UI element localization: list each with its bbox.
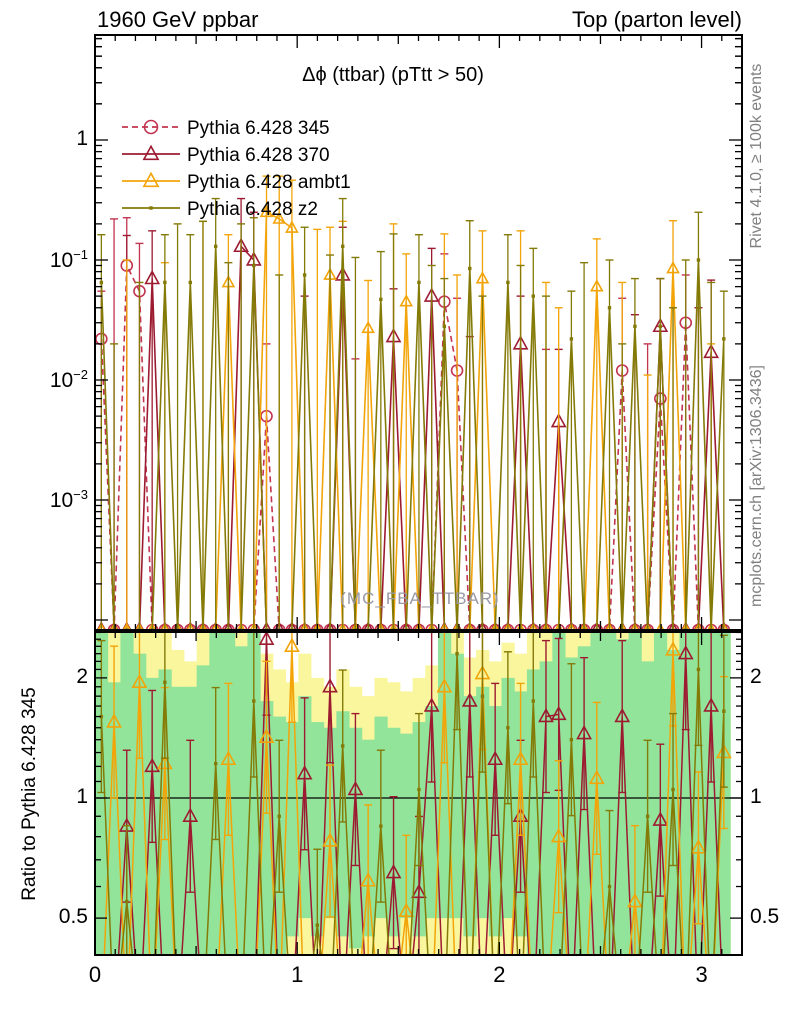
x-tick-label: 0 <box>88 962 102 987</box>
x-tick-label: 2 <box>493 962 506 987</box>
ratio-y-tick-label-left: 2 <box>76 664 88 688</box>
ratio-series-ambt1 <box>103 632 732 955</box>
main-y-tick-label: 10−3 <box>49 487 88 512</box>
plot-title: Δϕ (ttbar) (pTtt > 50) <box>302 64 484 86</box>
ratio-y-tick-label-right: 1 <box>750 785 762 808</box>
legend-label-ambt1: Pythia 6.428 ambt1 <box>187 172 351 193</box>
main-panel-frame <box>94 34 743 631</box>
main-y-tick-label: 1 <box>76 127 88 150</box>
ratio-series-z2 <box>97 632 728 955</box>
ratio-y-tick-label-left: 1 <box>76 785 88 808</box>
main-y-tick-label: 10−1 <box>49 247 88 272</box>
side-note-rivet: Rivet 4.1.0, ≥ 100k events <box>748 63 765 249</box>
x-tick-label: 1 <box>291 962 304 987</box>
legend: Pythia 6.428 345 Pythia 6.428 370 Pythia 6… <box>122 118 351 220</box>
ratio-y-tick-label-right: 2 <box>750 664 762 688</box>
legend-label-p345: Pythia 6.428 345 <box>187 118 330 139</box>
ratio-axis-label: Ratio to Pythia 6.428 345 <box>19 687 40 901</box>
legend-label-z2: Pythia 6.428 z2 <box>187 199 318 220</box>
x-tick-label: 3 <box>695 962 708 987</box>
side-note-mcplots: mcplots.cern.ch [arXiv:1306.3436] <box>748 365 765 607</box>
header-analysis: Top (parton level) <box>572 7 742 32</box>
ratio-y-tick-label-right: 0.5 <box>750 905 780 929</box>
header-beam-energy: 1960 GeV ppbar <box>97 7 259 32</box>
legend-label-p370: Pythia 6.428 370 <box>187 145 330 166</box>
main-y-tick-label: 10−2 <box>49 367 88 392</box>
ratio-panel-frame <box>94 631 743 956</box>
series-z2 <box>97 197 728 630</box>
watermark: (MC_FBA_TTBAR) <box>340 589 500 608</box>
ratio-y-tick-label-left: 0.5 <box>58 905 88 929</box>
